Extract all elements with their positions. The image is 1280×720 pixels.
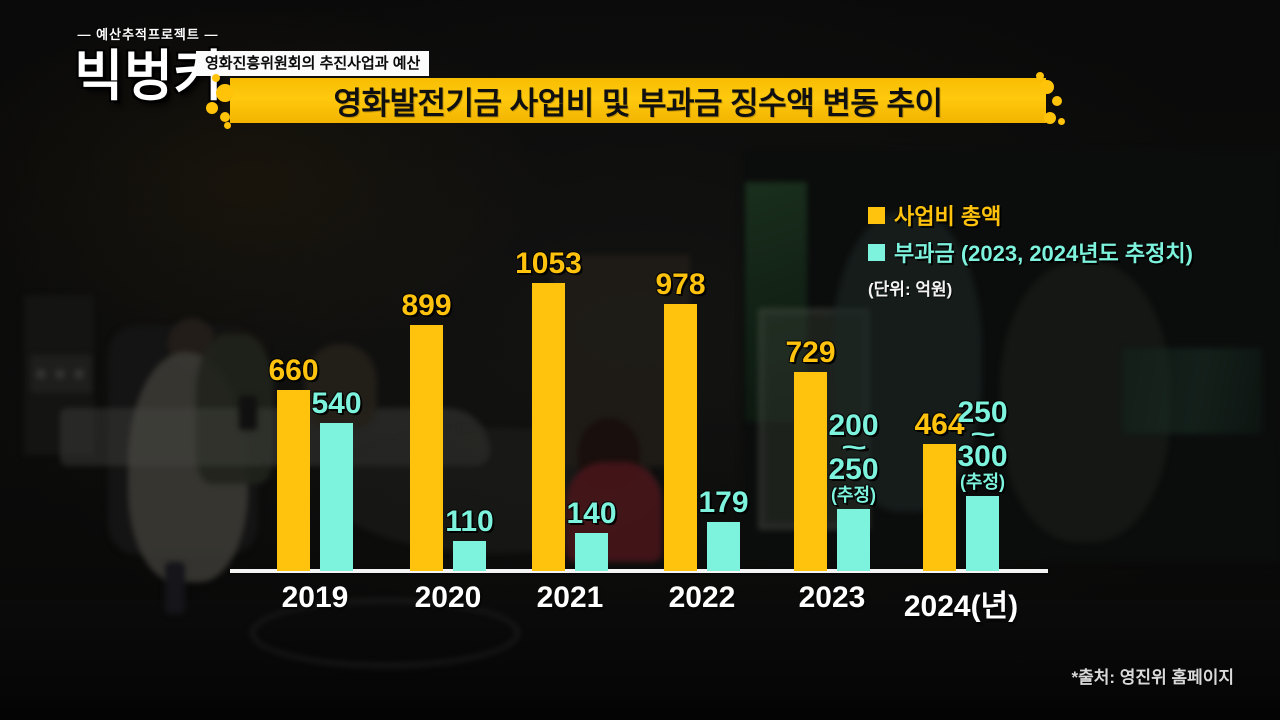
water-bottle [165, 562, 185, 614]
value-label-cyan-2019: 540 [311, 387, 362, 420]
bar-cyan-2019 [320, 423, 353, 571]
legend-label-series2: 부과금 (2023, 2024년도 추정치) [894, 241, 1193, 266]
year-label-2021: 2021 [536, 581, 604, 614]
bar-cyan-2023 [837, 509, 870, 571]
year-label-2024(년): 2024(년) [903, 590, 1019, 623]
bar-yellow-2021 [532, 283, 565, 571]
banner-splatter [1040, 80, 1054, 94]
chair-base [250, 598, 520, 668]
episode-strap: 영화진흥위원회의 추진사업과 예산 [196, 51, 430, 76]
banner-splatter [1044, 112, 1056, 124]
banner-splatter [206, 102, 218, 114]
legend-label-series1: 사업비 총액 [894, 204, 1002, 229]
bar-yellow-2022 [664, 304, 697, 571]
value-label-cyan-2022: 179 [698, 486, 749, 519]
source-credit: *출처: 영진위 홈페이지 [1071, 668, 1234, 687]
value-label-yellow-2024(년): 464 [914, 408, 965, 441]
x-axis-line [230, 569, 1048, 573]
legend-row-series1: 사업비 총액 [868, 199, 1193, 231]
legend-swatch-yellow [868, 206, 885, 224]
bar-yellow-2023 [794, 372, 827, 571]
banner-splatter [1052, 96, 1062, 106]
unit-note: (단위: 억원) [868, 280, 953, 299]
tumbler [239, 396, 257, 430]
value-label-yellow-2023: 729 [785, 336, 836, 369]
banner-splatter [224, 122, 231, 129]
value-label-cyan-2023: 200 ~250 (추정) [828, 409, 879, 505]
studio-floor [0, 600, 1280, 720]
banner-splatter [216, 84, 234, 102]
bar-cyan-2022 [707, 522, 740, 571]
chart-title: 영화발전기금 사업비 및 부과금 징수액 변동 추이 [333, 86, 943, 121]
legend-swatch-cyan [868, 243, 885, 261]
year-label-2019: 2019 [281, 581, 349, 614]
year-label-2022: 2022 [668, 581, 736, 614]
value-label-yellow-2020: 899 [401, 289, 452, 322]
value-label-cyan-2021: 140 [566, 497, 617, 530]
banner-splatter [220, 112, 230, 122]
bar-yellow-2024(년) [923, 444, 956, 571]
value-label-yellow-2021: 1053 [515, 247, 582, 280]
bar-cyan-2021 [575, 533, 608, 571]
movie-still-inset [1122, 348, 1262, 434]
bar-yellow-2020 [410, 325, 443, 571]
value-label-cyan-2024(년): 250 ~300 (추정) [957, 396, 1008, 492]
bar-yellow-2019 [277, 390, 310, 571]
control-panel [30, 355, 92, 393]
program-kicker: — 예산추적프로젝트 — [77, 27, 219, 42]
legend-row-series2: 부과금 (2023, 2024년도 추정치) [868, 236, 1193, 268]
bar-cyan-2020 [453, 541, 486, 571]
year-label-2020: 2020 [414, 581, 482, 614]
banner-splatter [212, 74, 220, 82]
year-label-2023: 2023 [798, 581, 866, 614]
banner-splatter [1036, 72, 1044, 80]
person-with-cap [196, 334, 274, 484]
banner-splatter [1058, 118, 1065, 125]
title-banner: 영화발전기금 사업비 및 부과금 징수액 변동 추이 [206, 72, 1065, 129]
value-label-yellow-2022: 978 [655, 268, 706, 301]
value-label-cyan-2020: 110 [445, 505, 494, 538]
chart-legend: 사업비 총액 부과금 (2023, 2024년도 추정치) (단위: 억원) [868, 199, 1193, 300]
screen-face-left [832, 212, 982, 512]
person-middle [305, 344, 377, 428]
bar-cyan-2024(년) [966, 496, 999, 571]
value-label-yellow-2019: 660 [268, 354, 319, 387]
